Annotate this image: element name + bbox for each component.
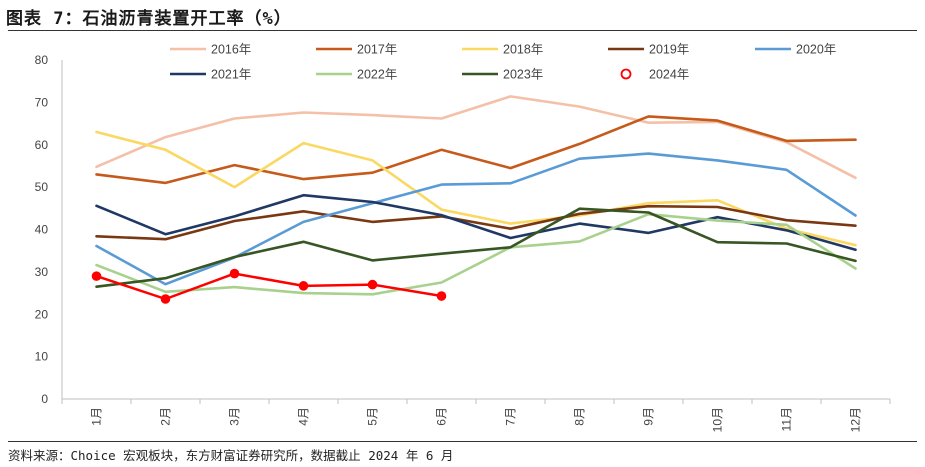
series-line-2024年 bbox=[95, 272, 443, 301]
title-divider bbox=[8, 30, 917, 31]
x-tick-label: 8月 bbox=[573, 407, 587, 426]
series-line-2022年 bbox=[95, 212, 857, 296]
chart-legend: 2016年 2017年 2018年 2019年 2020年 2021年 2022年 2023年… bbox=[170, 43, 836, 82]
legend-label: 2017年 bbox=[357, 43, 397, 57]
x-tick-label: 9月 bbox=[642, 407, 656, 426]
y-tick-label: 10 bbox=[35, 350, 49, 364]
x-tick-label: 10月 bbox=[711, 407, 725, 432]
legend-label: 2019年 bbox=[649, 43, 689, 57]
x-tick-label: 12月 bbox=[849, 407, 863, 432]
chart-title: 图表 7：石油沥青装置开工率（%） bbox=[6, 9, 292, 29]
y-tick-label: 70 bbox=[35, 95, 49, 109]
y-tick-label: 60 bbox=[35, 138, 49, 152]
series-point-2024年 bbox=[298, 281, 309, 291]
legend-label: 2024年 bbox=[649, 68, 689, 82]
x-tick-label: 5月 bbox=[366, 407, 380, 426]
series-line-2017年 bbox=[95, 115, 857, 185]
legend-label: 2020年 bbox=[796, 43, 836, 57]
x-tick-label: 1月 bbox=[90, 407, 104, 426]
series-point-2024年 bbox=[367, 279, 378, 290]
legend-label: 2023年 bbox=[503, 68, 543, 82]
legend-label: 2022年 bbox=[357, 68, 397, 82]
x-tick-label: 7月 bbox=[504, 407, 518, 426]
line-chart: 0 10 20 30 40 50 60 70 80 1月 2月 3月 4月 5月 6月 7月 8月 9月 10月 11… bbox=[35, 43, 891, 432]
x-tick-label: 11月 bbox=[780, 407, 794, 431]
y-tick-label: 50 bbox=[35, 180, 49, 194]
x-tick-label: 2月 bbox=[159, 407, 173, 426]
y-tick-label: 40 bbox=[35, 223, 49, 237]
y-tick-label: 80 bbox=[35, 53, 49, 67]
y-tick-label: 20 bbox=[35, 307, 49, 321]
legend-label: 2021年 bbox=[211, 68, 251, 82]
series-line-2019年 bbox=[95, 204, 857, 241]
legend-marker bbox=[620, 68, 632, 80]
series-line-2020年 bbox=[95, 152, 857, 286]
series-line-2018年 bbox=[95, 130, 857, 247]
series-point-2024年 bbox=[229, 268, 240, 279]
y-tick-label: 30 bbox=[35, 265, 49, 279]
series-line-2016年 bbox=[95, 95, 857, 180]
chart-axes: 0 10 20 30 40 50 60 70 80 1月 2月 3月 4月 5月 6月 7月 8月 9月 10月 11… bbox=[35, 53, 891, 432]
series-point-2024年 bbox=[436, 291, 447, 301]
x-tick-label: 3月 bbox=[228, 407, 242, 426]
source-note: 资料来源：Choice 宏观板块，东方财富证券研究所，数据截止 2024 年 6… bbox=[8, 448, 454, 463]
source-divider bbox=[8, 441, 917, 442]
chart-lines bbox=[91, 95, 857, 304]
series-point-2024年 bbox=[160, 294, 171, 304]
x-tick-label: 6月 bbox=[435, 407, 449, 426]
series-line-2021年 bbox=[95, 193, 857, 252]
x-tick-label: 4月 bbox=[297, 407, 311, 426]
y-tick-label: 0 bbox=[41, 392, 48, 406]
legend-label: 2016年 bbox=[211, 43, 251, 57]
series-point-2024年 bbox=[91, 271, 102, 281]
series-line-2023年 bbox=[95, 207, 857, 288]
legend-label: 2018年 bbox=[503, 43, 543, 57]
